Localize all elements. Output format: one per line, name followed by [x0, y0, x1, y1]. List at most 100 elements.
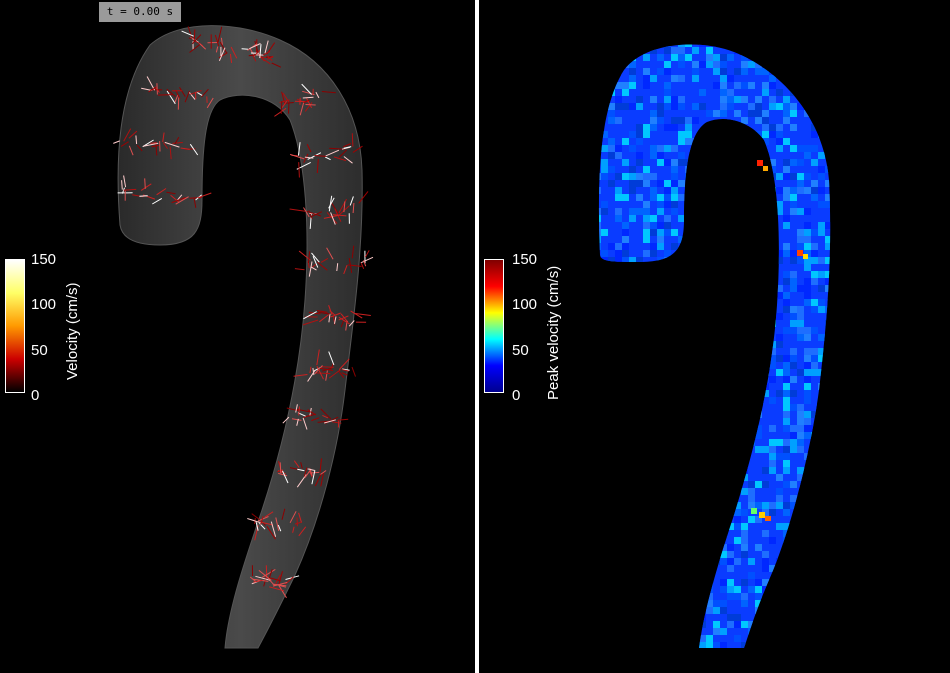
velocity-pixel: [783, 362, 790, 369]
velocity-pixel: [650, 565, 657, 572]
velocity-pixel: [797, 208, 804, 215]
velocity-vector: [338, 371, 345, 378]
velocity-pixel: [608, 376, 615, 383]
velocity-pixel: [825, 44, 831, 47]
velocity-pixel: [797, 474, 804, 481]
velocity-pixel: [769, 215, 776, 222]
velocity-pixel: [615, 579, 622, 586]
velocity-pixel: [776, 502, 783, 509]
velocity-pixel: [713, 628, 720, 635]
velocity-pixel: [811, 187, 818, 194]
velocity-pixel: [818, 383, 825, 390]
velocity-pixel: [685, 54, 692, 61]
velocity-vector: [343, 265, 348, 275]
velocity-pixel: [629, 642, 636, 649]
velocity-pixel: [713, 600, 720, 607]
colorbar-tick-0: 0: [512, 387, 521, 404]
velocity-pixel: [657, 516, 664, 523]
velocity-pixel: [601, 614, 608, 621]
velocity-pixel: [706, 110, 713, 117]
velocity-pixel: [706, 453, 713, 460]
velocity-pixel: [608, 488, 615, 495]
velocity-pixel: [797, 418, 804, 425]
velocity-pixel: [741, 565, 748, 572]
velocity-pixel: [727, 369, 734, 376]
velocity-pixel: [797, 159, 804, 166]
velocity-pixel: [713, 208, 720, 215]
velocity-pixel: [818, 621, 825, 628]
velocity-vector: [144, 178, 146, 189]
velocity-pixel: [598, 68, 601, 75]
velocity-vector: [319, 470, 327, 476]
velocity-pixel: [664, 481, 671, 488]
velocity-pixel: [650, 607, 657, 614]
velocity-pixel: [755, 187, 762, 194]
velocity-pixel: [769, 355, 776, 362]
velocity-pixel: [734, 285, 741, 292]
velocity-pixel: [790, 271, 797, 278]
velocity-pixel: [601, 250, 608, 257]
velocity-pixel: [832, 180, 839, 187]
velocity-pixel: [790, 390, 797, 397]
velocity-pixel: [657, 152, 664, 159]
velocity-pixel: [790, 376, 797, 383]
velocity-vector: [230, 46, 238, 59]
velocity-pixel: [601, 68, 608, 75]
velocity-pixel: [734, 474, 741, 481]
velocity-vector: [312, 256, 319, 268]
velocity-pixel: [685, 271, 692, 278]
velocity-pixel: [790, 649, 797, 656]
velocity-pixel: [601, 495, 608, 502]
velocity-pixel: [832, 264, 839, 271]
velocity-pixel: [699, 103, 706, 110]
velocity-pixel: [598, 299, 601, 306]
velocity-pixel: [790, 145, 797, 152]
velocity-pixel: [762, 586, 769, 593]
velocity-vector: [304, 156, 314, 159]
velocity-pixel: [629, 320, 636, 327]
velocity-pixel: [598, 61, 601, 68]
velocity-pixel: [706, 250, 713, 257]
velocity-pixel: [720, 544, 727, 551]
velocity-pixel: [818, 474, 825, 481]
velocity-pixel: [615, 474, 622, 481]
velocity-pixel: [713, 145, 720, 152]
velocity-pixel: [832, 558, 839, 565]
velocity-pixel: [685, 530, 692, 537]
velocity-pixel: [657, 89, 664, 96]
velocity-vector: [249, 576, 257, 582]
velocity-vector: [218, 52, 228, 59]
velocity-pixel: [598, 404, 601, 411]
velocity-pixel: [790, 530, 797, 537]
velocity-pixel: [615, 44, 622, 47]
velocity-pixel: [650, 278, 657, 285]
velocity-pixel: [643, 467, 650, 474]
velocity-pixel: [629, 257, 636, 264]
velocity-pixel: [615, 47, 622, 54]
velocity-pixel: [643, 509, 650, 516]
velocity-pixel: [608, 89, 615, 96]
velocity-pixel: [832, 75, 839, 82]
velocity-vector: [321, 366, 334, 368]
velocity-pixel: [678, 348, 685, 355]
velocity-pixel: [797, 649, 804, 656]
velocity-pixel: [650, 530, 657, 537]
velocity-pixel: [678, 152, 685, 159]
velocity-pixel: [832, 131, 839, 138]
velocity-vector: [155, 142, 158, 156]
velocity-pixel: [811, 565, 818, 572]
velocity-pixel: [741, 593, 748, 600]
velocity-pixel: [699, 614, 706, 621]
velocity-pixel: [776, 208, 783, 215]
velocity-pixel: [629, 621, 636, 628]
velocity-pixel: [598, 271, 601, 278]
velocity-pixel: [664, 285, 671, 292]
velocity-pixel: [685, 138, 692, 145]
velocity-pixel: [727, 250, 734, 257]
velocity-pixel: [608, 614, 615, 621]
velocity-pixel: [664, 558, 671, 565]
velocity-pixel: [713, 292, 720, 299]
velocity-pixel: [629, 271, 636, 278]
velocity-pixel: [769, 439, 776, 446]
velocity-pixel: [776, 516, 783, 523]
